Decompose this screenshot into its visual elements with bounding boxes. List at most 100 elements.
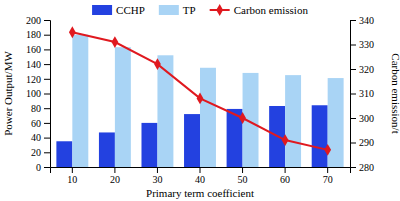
bar — [157, 55, 173, 167]
marker — [197, 93, 204, 105]
bar — [56, 141, 72, 167]
tick-label: 30 — [152, 174, 162, 185]
tick: 20 — [110, 167, 120, 185]
tick-mark — [350, 69, 356, 70]
tick-label: 300 — [359, 113, 374, 124]
axis-line — [351, 21, 357, 168]
line — [72, 32, 327, 150]
legend-item: TP — [159, 4, 196, 16]
tick-label: 340 — [359, 15, 374, 26]
x-axis: 10 20 30 40 50 60 70 — [51, 167, 351, 185]
tick: 40 — [31, 132, 50, 143]
tick-mark — [350, 20, 356, 21]
bar — [328, 78, 344, 167]
y-axis-title: Power Output/MW — [2, 51, 14, 136]
marker — [324, 144, 331, 156]
legend-item: CCHP — [92, 4, 145, 16]
tick-mark — [242, 167, 243, 173]
tick-mark — [44, 108, 50, 109]
tick-label: 60 — [31, 118, 41, 129]
marks — [56, 26, 343, 167]
bar-series — [72, 35, 343, 167]
tick: 40 — [195, 167, 205, 185]
tick: 10 — [67, 167, 77, 185]
tick: 200 — [26, 15, 50, 26]
x-axis-title: Primary term coefficient — [146, 187, 254, 199]
y-axis: 020406080100120140160180200 — [26, 15, 51, 173]
y2-axis-title: Carbon emission/t — [390, 53, 400, 133]
marker — [282, 134, 289, 146]
tick-mark — [72, 167, 73, 173]
tick: 280 — [350, 162, 374, 173]
tick: 70 — [323, 167, 333, 185]
bar — [184, 114, 200, 167]
tick-mark — [200, 167, 201, 173]
axis-line — [44, 21, 51, 168]
tick: 50 — [238, 167, 248, 185]
tick-label: 20 — [31, 147, 41, 158]
marker — [239, 112, 246, 124]
tick-mark — [350, 167, 356, 168]
tick-mark — [350, 94, 356, 95]
tick-label: 50 — [238, 174, 248, 185]
plot: 1020304050607002040608010012014016018020… — [26, 15, 374, 185]
tick-mark — [44, 79, 50, 80]
bar — [99, 132, 115, 167]
tick: 160 — [26, 44, 50, 55]
tick-label: 80 — [31, 103, 41, 114]
legend-label: CCHP — [116, 4, 145, 16]
tick: 100 — [26, 88, 50, 99]
tick: 60 — [280, 167, 290, 185]
tick-label: 320 — [359, 64, 374, 75]
tick-mark — [44, 138, 50, 139]
tick: 20 — [31, 147, 50, 158]
tick-mark — [44, 49, 50, 50]
legend-swatch — [159, 5, 179, 15]
bar — [200, 68, 216, 167]
tick-mark — [157, 167, 158, 173]
marker — [111, 36, 118, 48]
tick: 310 — [350, 88, 374, 99]
markers — [69, 26, 331, 155]
tick-mark — [44, 152, 50, 153]
tick-mark — [44, 20, 50, 21]
tick-label: 330 — [359, 39, 374, 50]
tick-label: 10 — [67, 174, 77, 185]
y2-axis: 280 290 300 310 320 330 340 — [350, 15, 374, 173]
tick-mark — [285, 167, 286, 173]
legend: CCHP TP Carbon emission — [92, 4, 308, 16]
axis-line — [51, 168, 351, 174]
legend-label: TP — [183, 4, 196, 16]
tick-label: 280 — [359, 162, 374, 173]
tick-label: 40 — [195, 174, 205, 185]
bar — [285, 75, 301, 167]
tick: 0 — [36, 162, 50, 173]
tick: 30 — [152, 167, 162, 185]
tick-label: 160 — [26, 44, 41, 55]
tick-mark — [327, 167, 328, 173]
bar — [141, 123, 157, 167]
legend-marker — [216, 4, 223, 16]
tick-label: 0 — [36, 162, 41, 173]
tick: 80 — [31, 103, 50, 114]
tick-label: 180 — [26, 29, 41, 40]
tick-label: 70 — [323, 174, 333, 185]
tick-mark — [44, 64, 50, 65]
tick: 180 — [26, 29, 50, 40]
tick: 120 — [26, 74, 50, 85]
tick-mark — [350, 143, 356, 144]
legend-label: Carbon emission — [234, 4, 309, 16]
tick: 340 — [350, 15, 374, 26]
legend-item: Carbon emission — [210, 4, 309, 16]
legend-swatch — [92, 5, 112, 15]
tick-label: 310 — [359, 88, 374, 99]
tick-label: 290 — [359, 137, 374, 148]
tick-mark — [44, 35, 50, 36]
tick-label: 100 — [26, 88, 41, 99]
bar — [312, 105, 328, 167]
bar — [115, 47, 131, 167]
tick: 300 — [350, 113, 374, 124]
tick-mark — [44, 123, 50, 124]
tick-mark — [44, 167, 50, 168]
tick-mark — [350, 45, 356, 46]
